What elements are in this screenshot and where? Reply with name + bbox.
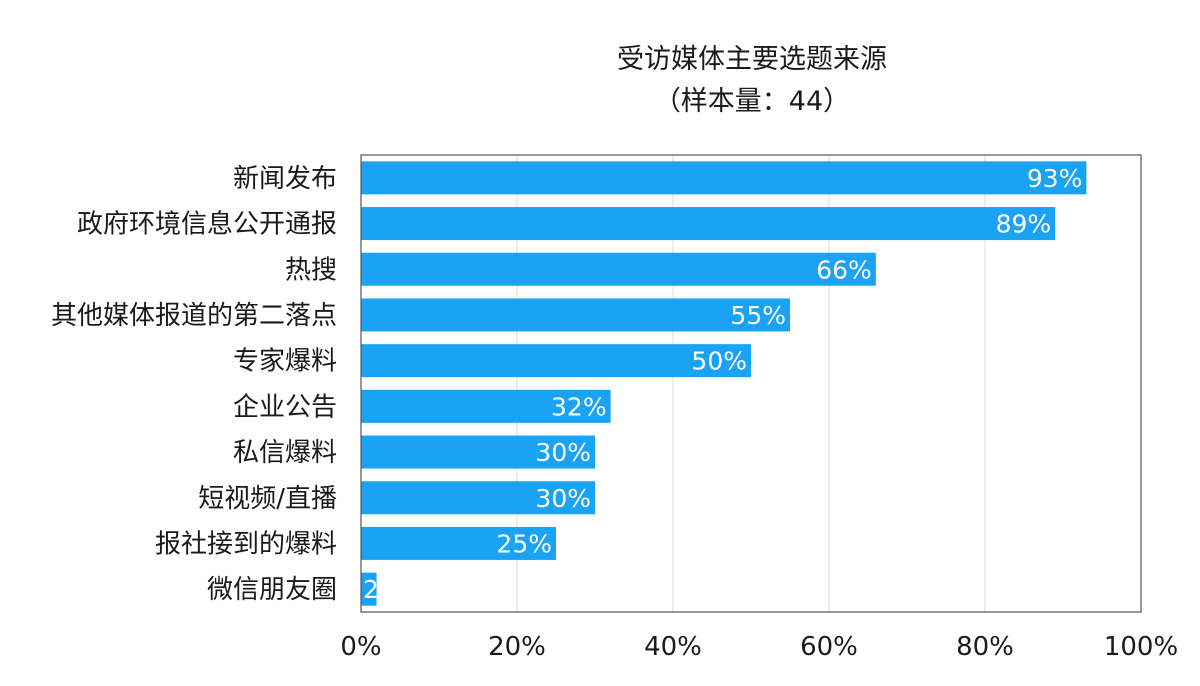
bars: 93% 89% 66% 55% 50% 32% 30% 30% 25% 2	[361, 161, 1087, 606]
bar	[361, 252, 876, 286]
category-label: 微信朋友圈	[207, 575, 337, 605]
bar-value-label: 55%	[730, 301, 786, 330]
bar	[361, 344, 751, 378]
bar	[361, 161, 1087, 195]
x-tick-label: 80%	[956, 632, 1014, 662]
category-label: 短视频/直播	[198, 484, 337, 514]
category-label: 政府环境信息公开通报	[77, 210, 337, 240]
bar	[361, 435, 595, 469]
category-labels: 新闻发布政府环境信息公开通报热搜其他媒体报道的第二落点专家爆料企业公告私信爆料短…	[51, 164, 337, 605]
bar-value-label: 30%	[535, 484, 591, 513]
chart-title: 受访媒体主要选题来源	[617, 44, 887, 75]
bar	[361, 389, 611, 423]
bar-value-label: 2	[363, 575, 379, 604]
bar-value-label: 25%	[496, 529, 552, 558]
x-tick-label: 40%	[644, 632, 702, 662]
bar	[361, 207, 1056, 241]
x-tick-label: 100%	[1104, 632, 1178, 662]
category-label: 新闻发布	[233, 164, 337, 194]
x-axis-ticks: 0% 20% 40% 60% 80% 100%	[340, 632, 1178, 662]
bar-value-label: 32%	[551, 392, 607, 421]
bar	[361, 572, 377, 606]
plot-frame	[360, 154, 1142, 613]
bar	[361, 526, 556, 560]
category-label: 报社接到的爆料	[155, 529, 337, 559]
bar-value-label: 50%	[691, 347, 747, 376]
category-label: 企业公告	[233, 392, 337, 422]
category-label: 专家爆料	[233, 347, 337, 377]
bar	[361, 481, 595, 515]
category-label: 私信爆料	[233, 438, 337, 468]
bar-value-label: 30%	[535, 438, 591, 467]
x-tick-label: 20%	[488, 632, 546, 662]
x-tick-label: 0%	[340, 632, 381, 662]
bar-value-label: 93%	[1027, 164, 1083, 193]
bar	[361, 298, 790, 332]
chart-subtitle: （样本量：44）	[654, 86, 850, 117]
category-label: 热搜	[285, 255, 337, 285]
bar-value-label: 66%	[816, 255, 872, 284]
x-tick-label: 60%	[800, 632, 858, 662]
bar-value-label: 89%	[996, 210, 1052, 239]
category-label: 其他媒体报道的第二落点	[51, 301, 337, 331]
